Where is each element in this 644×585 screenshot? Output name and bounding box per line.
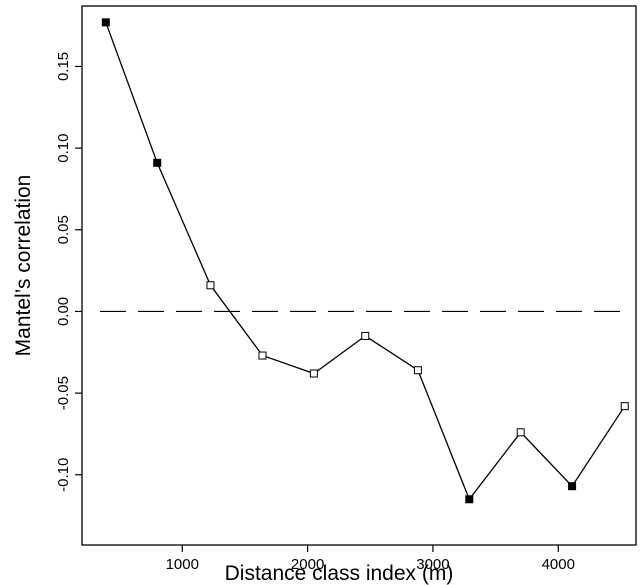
data-point-not-significant xyxy=(309,369,318,378)
data-point-significant xyxy=(101,18,110,27)
x-axis-title: Distance class index (m) xyxy=(225,562,454,585)
y-axis-title: Mantel’s correlation xyxy=(12,175,35,357)
x-axis: 1000 2000 3000 4000 xyxy=(166,545,575,573)
data-point-significant xyxy=(465,495,474,504)
data-point-not-significant xyxy=(361,331,370,340)
series-line-group xyxy=(105,22,626,501)
data-point-significant xyxy=(153,158,162,167)
y-tick-label: 0.15 xyxy=(55,52,72,81)
x-tick-label: 3000 xyxy=(416,556,449,573)
y-axis: -0.10 -0.05 0.00 0.05 0.10 0.15 xyxy=(55,52,82,492)
data-point-significant xyxy=(568,482,577,491)
y-tick-label: -0.05 xyxy=(55,376,72,410)
plot-frame xyxy=(81,5,637,546)
series-points-group xyxy=(101,18,629,504)
y-tick-label: 0.05 xyxy=(55,215,72,244)
y-tick-label: 0.10 xyxy=(55,133,72,162)
data-point-not-significant xyxy=(413,366,422,375)
x-tick-label: 1000 xyxy=(166,556,199,573)
data-point-not-significant xyxy=(620,402,629,411)
data-point-not-significant xyxy=(206,281,215,290)
plot-frame-group xyxy=(81,5,637,546)
data-point-not-significant xyxy=(258,351,267,360)
x-tick-label: 2000 xyxy=(291,556,324,573)
data-point-not-significant xyxy=(516,428,525,437)
x-tick-label: 4000 xyxy=(542,556,575,573)
y-tick-label: -0.10 xyxy=(55,458,72,492)
y-tick-label: 0.00 xyxy=(55,297,72,326)
series-line xyxy=(105,22,626,501)
